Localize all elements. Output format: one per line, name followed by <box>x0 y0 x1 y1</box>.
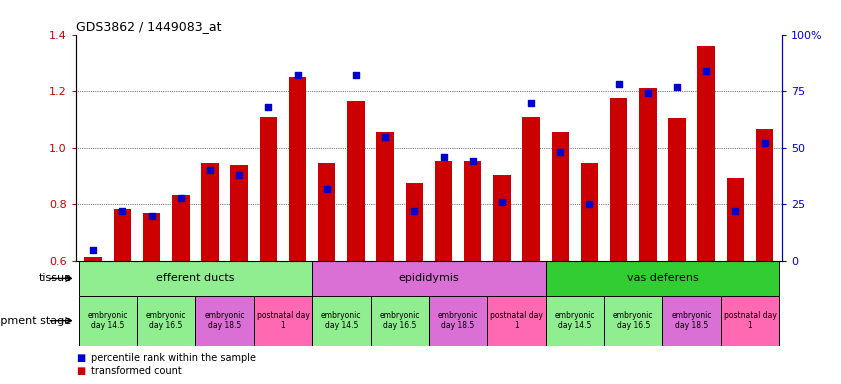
Bar <box>347 101 365 261</box>
Point <box>291 72 304 78</box>
Text: postnatal day
1: postnatal day 1 <box>490 311 543 330</box>
Point <box>436 154 450 160</box>
Bar <box>137 296 195 346</box>
Text: embryonic
day 18.5: embryonic day 18.5 <box>438 311 479 330</box>
Text: embryonic
day 14.5: embryonic day 14.5 <box>554 311 595 330</box>
Text: tissue: tissue <box>39 273 71 283</box>
Bar <box>663 296 721 346</box>
Text: embryonic
day 18.5: embryonic day 18.5 <box>671 311 711 330</box>
Text: ■: ■ <box>76 366 85 376</box>
Text: vas deferens: vas deferens <box>627 273 698 283</box>
Bar <box>697 46 715 261</box>
Bar <box>78 296 137 346</box>
Bar <box>464 161 481 261</box>
Text: transformed count: transformed count <box>91 366 182 376</box>
Text: development stage: development stage <box>0 316 71 326</box>
Point <box>87 247 100 253</box>
Bar <box>371 296 429 346</box>
Point <box>641 90 654 96</box>
Point <box>466 158 479 164</box>
Text: ■: ■ <box>76 353 85 363</box>
Point <box>116 208 130 214</box>
Bar <box>312 261 546 296</box>
Bar <box>727 177 744 261</box>
Point <box>758 140 771 146</box>
Point <box>553 149 567 156</box>
Bar <box>78 261 312 296</box>
Text: epididymis: epididymis <box>399 273 459 283</box>
Point <box>700 68 713 74</box>
Point <box>408 208 421 214</box>
Bar <box>493 175 510 261</box>
Text: efferent ducts: efferent ducts <box>156 273 235 283</box>
Point <box>204 167 217 174</box>
Bar <box>610 98 627 261</box>
Bar <box>604 296 663 346</box>
Point <box>349 72 362 78</box>
Point <box>232 172 246 178</box>
Text: embryonic
day 16.5: embryonic day 16.5 <box>613 311 653 330</box>
Text: GDS3862 / 1449083_at: GDS3862 / 1449083_at <box>76 20 221 33</box>
Text: embryonic
day 18.5: embryonic day 18.5 <box>204 311 245 330</box>
Bar <box>260 117 278 261</box>
Point <box>320 185 334 192</box>
Bar <box>201 164 219 261</box>
Point <box>670 84 684 90</box>
Point <box>262 104 275 110</box>
Text: embryonic
day 14.5: embryonic day 14.5 <box>87 311 128 330</box>
Point <box>612 81 626 88</box>
Bar <box>195 296 254 346</box>
Bar <box>230 165 248 261</box>
Bar <box>552 132 569 261</box>
Bar <box>721 296 780 346</box>
Bar <box>405 183 423 261</box>
Text: embryonic
day 16.5: embryonic day 16.5 <box>146 311 187 330</box>
Bar <box>114 209 131 261</box>
Point <box>495 199 509 205</box>
Bar <box>580 164 598 261</box>
Point <box>583 202 596 208</box>
Bar <box>143 213 161 261</box>
Text: embryonic
day 16.5: embryonic day 16.5 <box>379 311 420 330</box>
Text: postnatal day
1: postnatal day 1 <box>257 311 309 330</box>
Text: postnatal day
1: postnatal day 1 <box>723 311 776 330</box>
Point <box>174 195 188 201</box>
Bar <box>487 296 546 346</box>
Bar <box>756 129 774 261</box>
Point <box>524 99 537 106</box>
Bar <box>377 132 394 261</box>
Bar <box>435 161 452 261</box>
Text: embryonic
day 14.5: embryonic day 14.5 <box>321 311 362 330</box>
Bar <box>546 296 604 346</box>
Point <box>378 134 392 140</box>
Bar <box>84 257 102 261</box>
Bar <box>546 261 780 296</box>
Bar <box>639 88 657 261</box>
Bar <box>312 296 371 346</box>
Bar <box>318 164 336 261</box>
Bar <box>669 118 685 261</box>
Point <box>728 208 742 214</box>
Bar <box>172 195 189 261</box>
Text: percentile rank within the sample: percentile rank within the sample <box>91 353 256 363</box>
Bar <box>254 296 312 346</box>
Point <box>145 213 158 219</box>
Bar <box>288 77 306 261</box>
Bar <box>522 117 540 261</box>
Bar <box>429 296 487 346</box>
